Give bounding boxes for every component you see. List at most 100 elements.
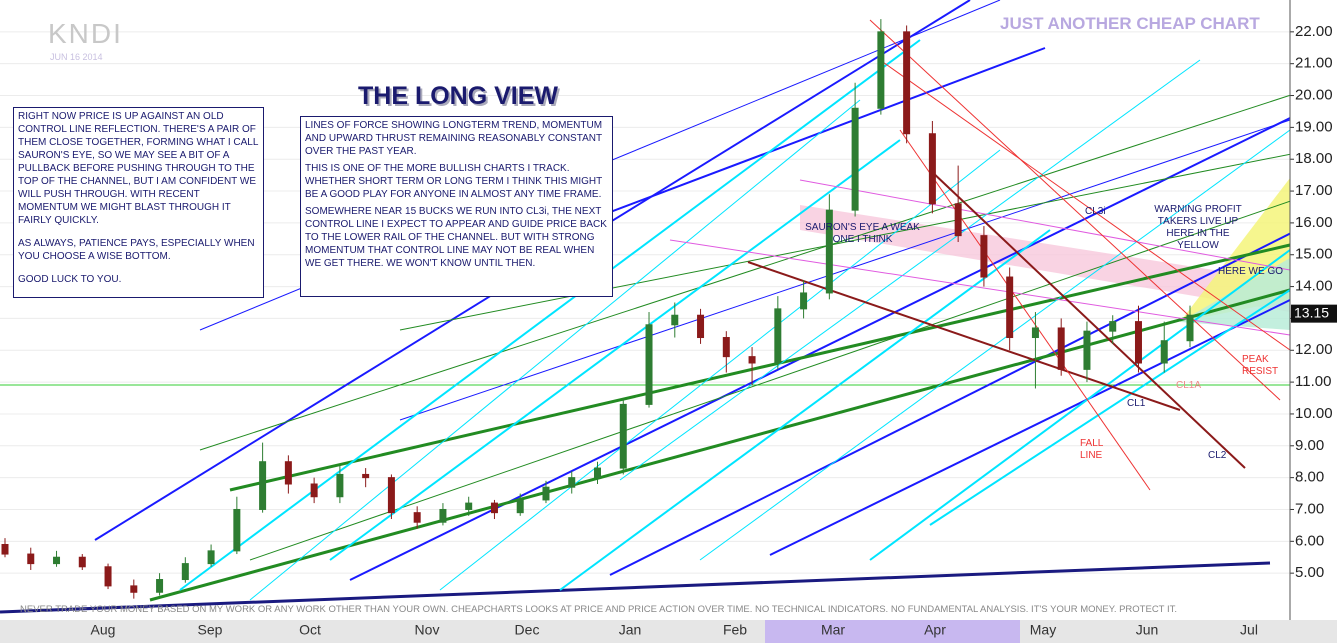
candle-body (181, 563, 189, 581)
note-box: LINES OF FORCE SHOWING LONGTERM TREND, M… (300, 116, 613, 297)
note-text: THIS IS ONE OF THE MORE BULLISH CHARTS I… (305, 163, 603, 200)
candle-body (387, 477, 395, 514)
candle-body (980, 235, 988, 278)
x-tick-label: Aug (91, 622, 116, 638)
cyan-line (179, 39, 921, 591)
candle-body (27, 553, 35, 565)
candle-body (1083, 330, 1091, 370)
candle-body (284, 461, 292, 485)
green-line (229, 243, 1291, 492)
cyan-line (869, 249, 1291, 561)
channel-line (349, 94, 1337, 581)
annotation: PEAK RESIST (1242, 354, 1279, 377)
x-axis-highlight (765, 620, 1020, 643)
annotation: FALL LINE (1080, 438, 1103, 461)
candle-body (877, 31, 885, 109)
candle-body (542, 486, 550, 501)
candle-body (53, 556, 61, 565)
y-tick-label: 15.00 (1295, 246, 1333, 263)
fall-line (879, 59, 1291, 351)
annotation: WARNING PROFIT TAKERS LIVE UP HERE IN TH… (1154, 204, 1242, 251)
channel-line (399, 119, 1291, 421)
candle-body (516, 499, 524, 514)
magenta-line (799, 179, 1291, 271)
cyan-line (699, 129, 1291, 561)
candle-body (413, 512, 421, 523)
chart-date: JUN 16 2014 (50, 52, 103, 62)
note-text: RIGHT NOW PRICE IS UP AGAINST AN OLD CON… (18, 111, 259, 226)
green-line (149, 288, 1291, 602)
y-tick-label: 20.00 (1295, 86, 1333, 103)
x-tick-label: Jul (1240, 622, 1258, 638)
candle-body (130, 585, 138, 593)
note-text: AS ALWAYS, PATIENCE PAYS, ESPECIALLY WHE… (18, 238, 255, 262)
candle-body (1, 544, 9, 555)
candle-body (465, 502, 473, 510)
candle-body (1186, 314, 1194, 342)
candle-body (233, 508, 241, 552)
candle-body (1134, 321, 1142, 364)
x-tick-label: Mar (821, 622, 845, 638)
x-tick-label: Oct (299, 622, 321, 638)
candles (1, 19, 1194, 599)
candle-body (1160, 340, 1168, 364)
cyan-line (929, 289, 1291, 526)
note-box: RIGHT NOW PRICE IS UP AGAINST AN OLD CON… (13, 107, 264, 298)
y-tick-label: 11.00 (1295, 373, 1331, 390)
candle-body (1031, 327, 1039, 339)
y-tick-label: 16.00 (1295, 214, 1333, 231)
green-line (199, 79, 1337, 451)
candle-body (490, 502, 498, 514)
axes: 5.006.007.008.009.0010.0011.0012.0013.00… (91, 0, 1337, 638)
y-tick-label: 6.00 (1295, 532, 1324, 549)
annotation: CL2 (1208, 450, 1227, 461)
annotation: CL1 (1127, 398, 1146, 409)
channel-line (769, 299, 1291, 556)
candle-body (259, 461, 267, 510)
candle-body (825, 209, 833, 294)
fall-line (869, 19, 1281, 401)
x-tick-label: Nov (415, 622, 440, 638)
candle-body (748, 356, 756, 364)
candle-body (568, 477, 576, 488)
candle-body (697, 314, 705, 339)
candle-body (722, 337, 730, 358)
resistance-band (800, 205, 1290, 312)
brand: JUST ANOTHER CHEAP CHART (1000, 14, 1260, 33)
candle-body (671, 314, 679, 326)
cyan-line (329, 139, 901, 561)
trend-lines (0, 0, 1337, 614)
base-line (0, 561, 1271, 614)
candle-body (774, 308, 782, 364)
candle-body (851, 107, 859, 211)
candle-body (954, 203, 962, 237)
y-tick-label: 7.00 (1295, 500, 1324, 517)
candle-body (800, 292, 808, 310)
candle-body (928, 133, 936, 205)
cyan-line (559, 229, 1051, 591)
chart-title: THE LONG VIEW (358, 82, 558, 110)
y-tick-label: 8.00 (1295, 469, 1324, 486)
last-price-box (1291, 304, 1337, 323)
x-tick-label: Jan (619, 622, 642, 638)
y-tick-label: 22.00 (1295, 23, 1333, 40)
x-tick-label: May (1030, 622, 1056, 638)
cyan-line (439, 149, 1001, 591)
y-tick-label: 21.00 (1295, 55, 1333, 72)
candle-body (78, 556, 86, 568)
last-price-label: 13.15 (1294, 304, 1329, 320)
candle-body (619, 403, 627, 469)
cyan-line (619, 59, 1201, 481)
annotation: CL1A (1176, 380, 1202, 391)
x-tick-label: Apr (924, 622, 946, 638)
cyan-line (249, 99, 861, 601)
green-line (249, 184, 1337, 561)
x-tick-label: Feb (723, 622, 747, 638)
symbol: KNDI (48, 18, 123, 49)
green-line (399, 144, 1337, 331)
y-tick-label: 18.00 (1295, 150, 1333, 167)
candle-body (439, 508, 447, 523)
candle-body (104, 566, 112, 587)
